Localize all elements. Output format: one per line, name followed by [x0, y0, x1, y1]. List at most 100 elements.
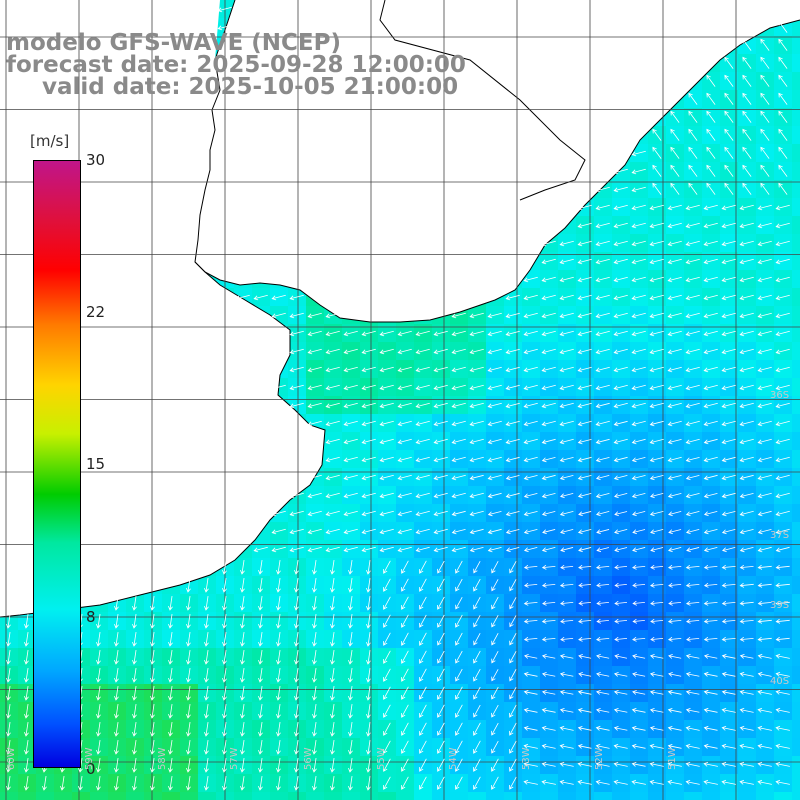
wind-arrow [186, 758, 191, 773]
wind-arrow [541, 456, 556, 463]
wind-arrow [401, 758, 409, 772]
wind-arrow [325, 330, 340, 337]
wind-arrow [739, 222, 754, 229]
wind-arrow [6, 632, 11, 647]
wind-arrow [397, 348, 412, 355]
wind-arrow [739, 546, 754, 553]
wind-arrow [325, 528, 340, 535]
wind-arrow [724, 164, 734, 177]
wind-arrow [685, 707, 700, 713]
wind-arrow [541, 671, 556, 677]
wind-arrow [595, 294, 610, 301]
wind-arrow [559, 707, 574, 713]
wind-arrow [775, 725, 790, 731]
wind-arrow [632, 600, 645, 606]
wind-arrow [523, 330, 538, 337]
wind-arrow [668, 529, 682, 535]
wind-arrow [312, 578, 317, 593]
wind-arrow [509, 597, 517, 610]
wind-arrow [415, 330, 430, 337]
wind-arrow [757, 546, 772, 553]
wind-arrow [258, 596, 263, 611]
wind-arrow [775, 402, 790, 409]
wind-arrow [757, 402, 772, 409]
wind-arrow [613, 402, 628, 409]
wind-arrow [132, 632, 137, 647]
wind-arrow [703, 456, 718, 463]
wind-arrow [578, 564, 592, 570]
wind-arrow [685, 492, 700, 499]
wind-arrow [706, 110, 716, 123]
wind-arrow [757, 761, 772, 767]
wind-arrow [132, 650, 137, 665]
wind-arrow [491, 686, 499, 700]
coastline-segment [0, 261, 326, 618]
wind-arrow [451, 402, 466, 409]
wind-arrow [415, 402, 430, 409]
wind-arrow [307, 492, 322, 499]
wind-arrow [667, 564, 682, 570]
wind-arrow [560, 618, 574, 624]
wind-arrow [685, 420, 700, 427]
wind-arrow [361, 384, 376, 391]
wind-arrow [721, 366, 736, 373]
wind-arrow [361, 492, 376, 499]
wind-arrow [757, 564, 772, 570]
colorbar-tick: 8 [86, 608, 96, 626]
wind-arrow [361, 366, 376, 373]
wind-arrow [703, 725, 718, 731]
wind-arrow [760, 146, 770, 159]
wind-arrow [379, 528, 394, 535]
wind-arrow [325, 456, 340, 463]
wind-arrow [433, 474, 448, 481]
wind-arrow [348, 722, 353, 737]
wind-arrow [742, 56, 752, 69]
speed-cell [720, 792, 738, 800]
wind-arrow [276, 722, 281, 737]
wind-arrow [757, 582, 772, 588]
wind-arrow [685, 312, 700, 319]
wind-arrow [379, 510, 394, 517]
wind-arrow [397, 420, 412, 427]
wind-arrow [721, 258, 736, 265]
wind-arrow [96, 668, 101, 683]
wind-arrow [150, 704, 155, 719]
wind-arrow [613, 186, 628, 193]
wind-arrow [487, 420, 502, 427]
wind-arrow [419, 578, 427, 592]
wind-arrow [415, 438, 430, 445]
wind-arrow [348, 632, 353, 647]
wind-arrow [559, 312, 574, 319]
wind-arrow [775, 366, 790, 373]
wind-arrow [631, 743, 646, 749]
wind-arrow [168, 740, 173, 755]
wind-arrow [294, 596, 299, 611]
wind-arrow [312, 686, 317, 701]
wind-arrow [559, 402, 574, 409]
wind-arrow [150, 614, 155, 629]
wind-arrow [469, 546, 484, 553]
wind-arrow [739, 366, 754, 373]
wind-arrow [703, 312, 718, 319]
wind-arrow [703, 528, 718, 535]
wind-arrow [24, 704, 29, 719]
wind-arrow [688, 164, 698, 177]
wind-arrow [96, 650, 101, 665]
wind-arrow [24, 686, 29, 701]
wind-arrow [523, 600, 538, 606]
wind-arrow [757, 510, 772, 517]
lat-label: 37S [770, 530, 790, 541]
wind-arrow [150, 776, 155, 791]
wind-arrow [613, 348, 628, 355]
speed-cell [252, 792, 270, 800]
wind-arrow [168, 722, 173, 737]
wind-arrow [578, 654, 592, 659]
speed-cell [792, 126, 800, 144]
wind-arrow [437, 722, 445, 736]
speed-cell [792, 18, 800, 36]
wind-arrow [419, 776, 427, 790]
wind-arrow [595, 312, 610, 319]
wind-arrow [491, 561, 499, 574]
